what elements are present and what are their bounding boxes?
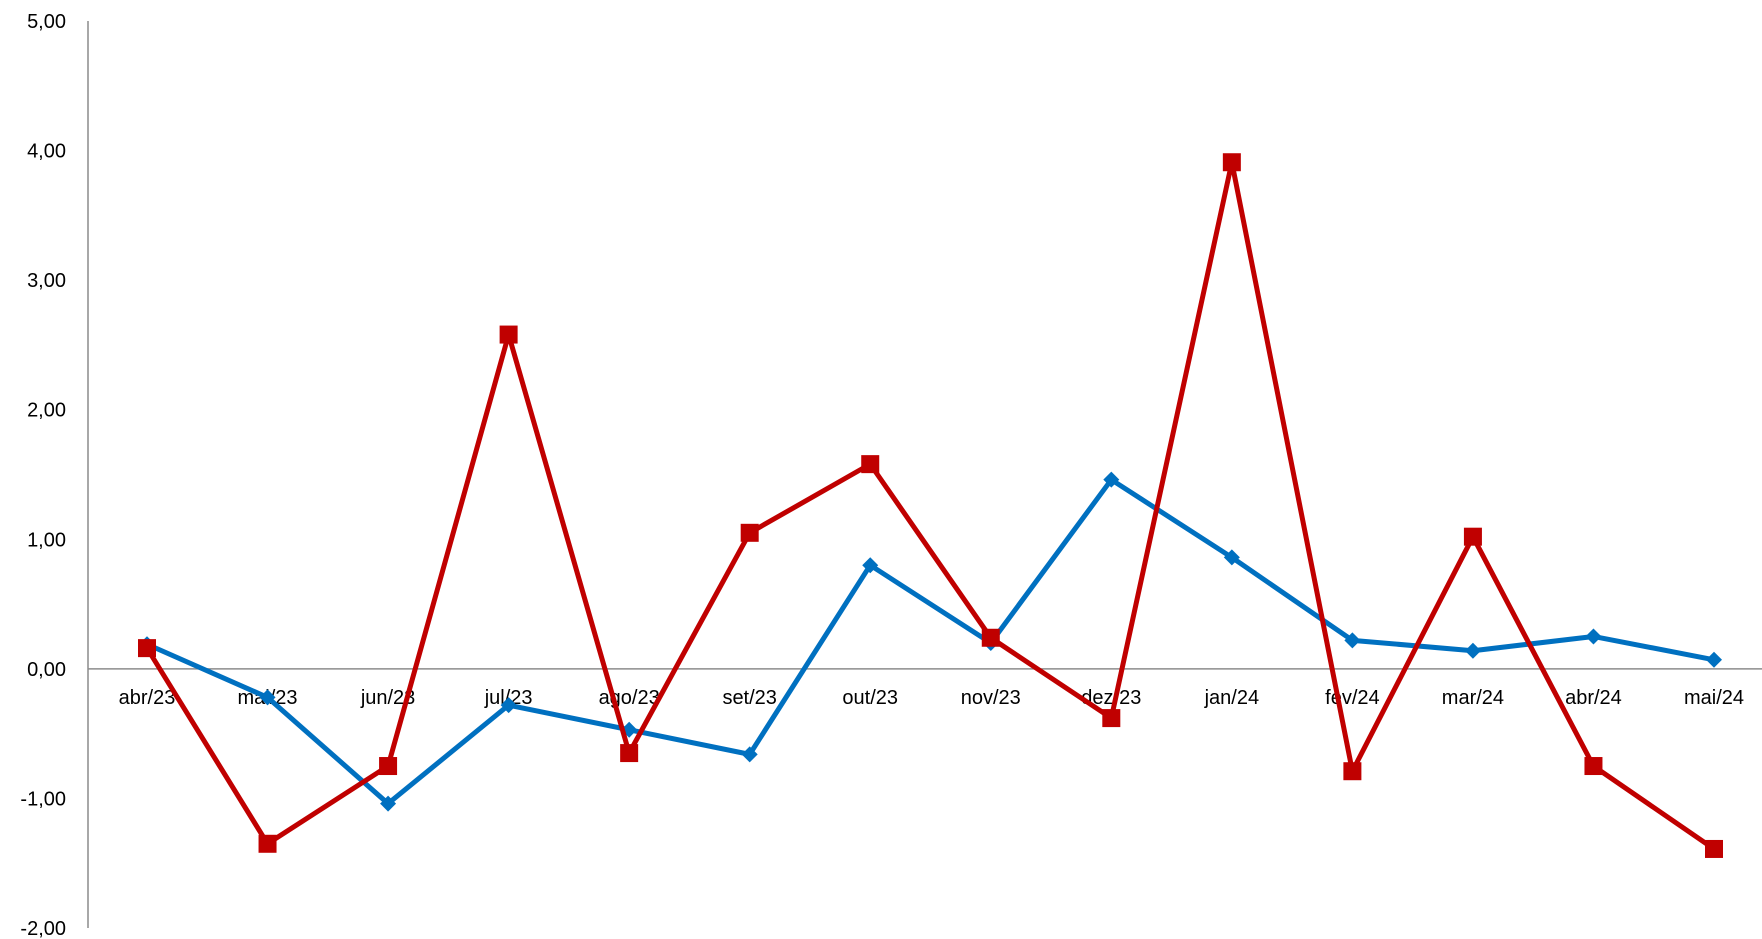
y-tick-label: 2,00	[27, 400, 66, 422]
y-tick-label: 4,00	[27, 141, 66, 163]
data-point-diamond	[741, 746, 758, 763]
x-tick-label: fev/24	[1325, 687, 1379, 709]
data-point-diamond	[1223, 549, 1240, 566]
x-tick-label: mar/24	[1442, 687, 1504, 709]
x-tick-label: jan/24	[1204, 687, 1260, 709]
y-tick-label: 3,00	[27, 270, 66, 292]
data-point-square	[499, 325, 518, 344]
data-point-diamond	[1344, 632, 1361, 649]
x-tick-labels: abr/23mai/23jun/23jul/23ago/23set/23out/…	[119, 687, 1744, 709]
series-2	[138, 153, 1723, 858]
x-tick-label: dez/23	[1081, 687, 1141, 709]
data-point-square	[1705, 839, 1723, 858]
data-point-square	[258, 834, 277, 853]
x-tick-label: set/23	[722, 687, 776, 709]
y-tick-label: -2,00	[20, 918, 66, 939]
data-point-square	[740, 523, 759, 542]
data-point-square	[1463, 527, 1482, 546]
y-tick-label: 1,00	[27, 529, 66, 551]
data-point-square	[620, 744, 639, 763]
data-point-square	[1222, 153, 1241, 172]
data-point-square	[379, 757, 398, 776]
data-point-diamond	[1464, 642, 1481, 659]
series-layer	[138, 153, 1723, 858]
x-tick-label: out/23	[842, 687, 898, 709]
data-point-diamond	[500, 697, 517, 714]
data-point-diamond	[1585, 628, 1602, 645]
data-point-square	[1343, 762, 1362, 781]
y-tick-label: -1,00	[20, 788, 66, 810]
y-tick-label: 5,00	[27, 11, 66, 33]
x-tick-label: nov/23	[961, 687, 1021, 709]
data-point-square	[981, 628, 1000, 647]
y-tick-label: 0,00	[27, 659, 66, 681]
x-tick-label: abr/24	[1565, 687, 1622, 709]
data-point-square	[861, 455, 880, 474]
series-line	[145, 477, 1715, 807]
data-point-diamond	[259, 689, 276, 706]
data-point-square	[1584, 757, 1603, 776]
data-point-diamond	[1706, 651, 1722, 668]
data-point-square	[1102, 709, 1121, 728]
y-tick-labels: -2,00 -1,00 0,00 1,00 2,00 3,00 4,00 5,00	[20, 11, 66, 939]
data-point-diamond	[380, 795, 397, 812]
series-line	[144, 159, 1716, 852]
series-1	[139, 471, 1722, 812]
x-tick-label: ago/23	[599, 687, 660, 709]
data-point-diamond	[862, 557, 879, 574]
data-point-square	[138, 639, 156, 658]
x-tick-label: abr/23	[119, 687, 176, 709]
data-point-diamond	[1103, 471, 1120, 488]
x-tick-label: mai/24	[1684, 687, 1744, 709]
x-tick-label: jun/23	[360, 687, 416, 709]
